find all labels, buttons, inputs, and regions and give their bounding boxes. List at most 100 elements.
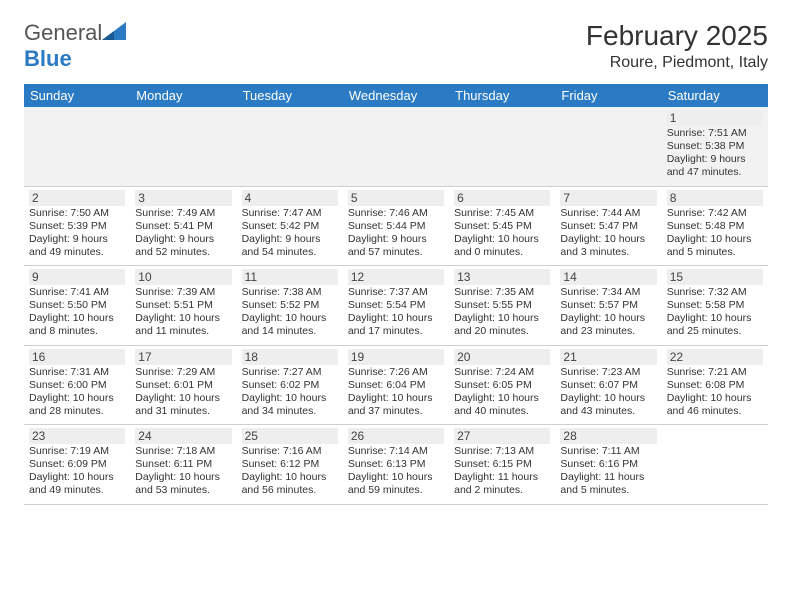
cell-text: Sunset: 5:38 PM [667,140,763,153]
calendar-cell: 2Sunrise: 7:50 AMSunset: 5:39 PMDaylight… [24,186,130,266]
cell-text: Sunrise: 7:11 AM [560,445,656,458]
day-number: 8 [667,190,763,206]
day-number: 10 [135,269,231,285]
page-title: February 2025 [586,20,768,52]
day-number: 28 [560,428,656,444]
day-number: 3 [135,190,231,206]
calendar-cell: 11Sunrise: 7:38 AMSunset: 5:52 PMDayligh… [237,266,343,346]
day-number: 21 [560,349,656,365]
cell-text: Sunrise: 7:21 AM [667,366,763,379]
logo-text-b: Blue [24,46,72,71]
cell-text: and 5 minutes. [560,484,656,497]
cell-text: and 47 minutes. [667,166,763,179]
cell-text: and 49 minutes. [29,484,125,497]
calendar-cell: 19Sunrise: 7:26 AMSunset: 6:04 PMDayligh… [343,345,449,425]
cell-text: Daylight: 10 hours [560,392,656,405]
cell-text: Daylight: 10 hours [667,312,763,325]
cell-text: and 11 minutes. [135,325,231,338]
cell-text: Sunset: 6:12 PM [242,458,338,471]
calendar-cell: 20Sunrise: 7:24 AMSunset: 6:05 PMDayligh… [449,345,555,425]
cell-text: Sunrise: 7:18 AM [135,445,231,458]
cell-text: Sunrise: 7:38 AM [242,286,338,299]
cell-text: Sunset: 6:11 PM [135,458,231,471]
cell-text: Sunrise: 7:49 AM [135,207,231,220]
cell-text: Sunset: 5:47 PM [560,220,656,233]
cell-text: Daylight: 10 hours [348,312,444,325]
cell-text: Sunrise: 7:29 AM [135,366,231,379]
day-number: 14 [560,269,656,285]
day-number: 2 [29,190,125,206]
day-number: 27 [454,428,550,444]
cell-text: Sunrise: 7:51 AM [667,127,763,140]
cell-text: Sunrise: 7:24 AM [454,366,550,379]
calendar-cell: 8Sunrise: 7:42 AMSunset: 5:48 PMDaylight… [662,186,768,266]
cell-text: and 8 minutes. [29,325,125,338]
location-label: Roure, Piedmont, Italy [586,54,768,72]
cell-text: Daylight: 10 hours [29,471,125,484]
calendar-cell: 16Sunrise: 7:31 AMSunset: 6:00 PMDayligh… [24,345,130,425]
calendar-cell: 13Sunrise: 7:35 AMSunset: 5:55 PMDayligh… [449,266,555,346]
cell-text: Daylight: 10 hours [454,312,550,325]
cell-text: and 57 minutes. [348,246,444,259]
cell-text: Sunrise: 7:32 AM [667,286,763,299]
cell-text: and 54 minutes. [242,246,338,259]
cell-text: Daylight: 9 hours [29,233,125,246]
day-number: 5 [348,190,444,206]
cell-text: Daylight: 10 hours [454,392,550,405]
cell-text: and 28 minutes. [29,405,125,418]
calendar-cell: 12Sunrise: 7:37 AMSunset: 5:54 PMDayligh… [343,266,449,346]
calendar-row: 9Sunrise: 7:41 AMSunset: 5:50 PMDaylight… [24,266,768,346]
cell-text: and 43 minutes. [560,405,656,418]
calendar-cell: 4Sunrise: 7:47 AMSunset: 5:42 PMDaylight… [237,186,343,266]
cell-text: Sunset: 6:15 PM [454,458,550,471]
cell-text: Sunrise: 7:50 AM [29,207,125,220]
triangle-icon [102,22,126,40]
calendar-table: Sunday Monday Tuesday Wednesday Thursday… [24,84,768,505]
cell-text: Sunrise: 7:27 AM [242,366,338,379]
cell-text: and 52 minutes. [135,246,231,259]
cell-text: Sunrise: 7:35 AM [454,286,550,299]
cell-text: Daylight: 10 hours [135,471,231,484]
day-header-row: Sunday Monday Tuesday Wednesday Thursday… [24,84,768,107]
cell-text: and 0 minutes. [454,246,550,259]
day-number: 24 [135,428,231,444]
day-number: 23 [29,428,125,444]
cell-text: and 49 minutes. [29,246,125,259]
cell-text: Sunset: 5:42 PM [242,220,338,233]
cell-text: and 5 minutes. [667,246,763,259]
cell-text: Sunrise: 7:44 AM [560,207,656,220]
cell-text: Daylight: 10 hours [242,392,338,405]
cell-text: and 3 minutes. [560,246,656,259]
cell-text: and 20 minutes. [454,325,550,338]
day-number: 12 [348,269,444,285]
cell-text: and 37 minutes. [348,405,444,418]
cell-text: and 56 minutes. [242,484,338,497]
cell-text: Sunset: 5:54 PM [348,299,444,312]
cell-text: and 53 minutes. [135,484,231,497]
logo-text: General Blue [24,20,126,72]
cell-text: Sunset: 5:48 PM [667,220,763,233]
cell-text: Sunset: 6:02 PM [242,379,338,392]
calendar-row: 16Sunrise: 7:31 AMSunset: 6:00 PMDayligh… [24,345,768,425]
calendar-cell: 7Sunrise: 7:44 AMSunset: 5:47 PMDaylight… [555,186,661,266]
cell-text: and 59 minutes. [348,484,444,497]
cell-text: Sunrise: 7:34 AM [560,286,656,299]
calendar-cell [343,107,449,186]
cell-text: Sunset: 5:41 PM [135,220,231,233]
calendar-cell: 27Sunrise: 7:13 AMSunset: 6:15 PMDayligh… [449,425,555,505]
calendar-cell: 26Sunrise: 7:14 AMSunset: 6:13 PMDayligh… [343,425,449,505]
calendar-cell: 15Sunrise: 7:32 AMSunset: 5:58 PMDayligh… [662,266,768,346]
cell-text: Sunset: 5:50 PM [29,299,125,312]
cell-text: Sunset: 5:57 PM [560,299,656,312]
col-saturday: Saturday [662,84,768,107]
cell-text: and 2 minutes. [454,484,550,497]
calendar-cell [24,107,130,186]
cell-text: Daylight: 10 hours [667,392,763,405]
calendar-cell: 22Sunrise: 7:21 AMSunset: 6:08 PMDayligh… [662,345,768,425]
cell-text: Daylight: 10 hours [242,312,338,325]
calendar-cell [237,107,343,186]
cell-text: Sunset: 6:00 PM [29,379,125,392]
day-number: 16 [29,349,125,365]
cell-text: Sunset: 5:52 PM [242,299,338,312]
cell-text: Daylight: 10 hours [135,392,231,405]
